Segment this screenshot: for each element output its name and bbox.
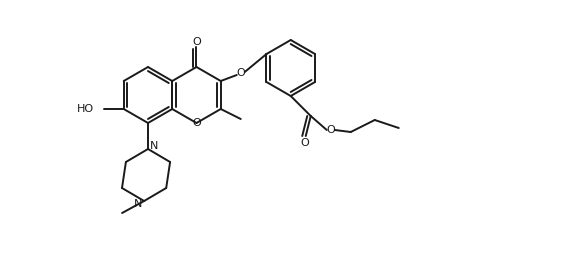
Text: HO: HO: [76, 104, 94, 114]
Text: N: N: [150, 141, 158, 151]
Text: O: O: [237, 68, 245, 78]
Text: O: O: [192, 37, 201, 47]
Text: O: O: [327, 125, 335, 135]
Text: O: O: [300, 138, 309, 148]
Text: O: O: [192, 118, 201, 128]
Text: N: N: [134, 199, 142, 209]
